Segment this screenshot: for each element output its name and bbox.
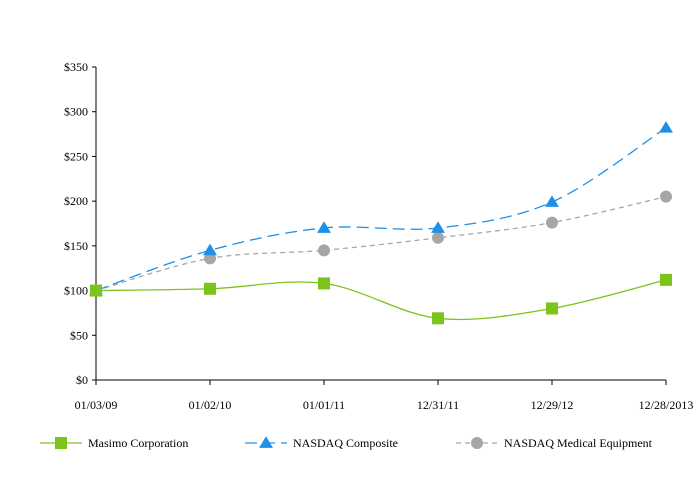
x-tick-label: 01/03/09 [75,398,118,412]
series-line [95,196,667,292]
data-point [432,231,444,244]
data-point [546,216,558,229]
y-tick-label: $100 [64,284,88,298]
data-point [432,312,444,325]
y-tick-label: $350 [64,60,88,74]
data-point [203,243,217,256]
data-point [318,244,330,257]
legend: Masimo Corporation NASDAQ Composite NASDAQ… [40,436,653,450]
legend-item: Masimo Corporation [40,436,188,450]
x-tick-label: 01/02/10 [189,398,232,412]
data-point [660,190,672,203]
axes [95,67,666,381]
legend-marker-triangle [259,436,273,448]
series-line [95,127,667,292]
legend-item: NASDAQ Composite [245,436,398,450]
data-point [431,221,445,233]
series-masimo-corporation [90,273,672,325]
y-axis-ticks: $0 $50 $100 $150 $200 $250 $300 $350 [64,60,96,387]
data-point [659,121,673,133]
y-tick-label: $0 [76,373,88,387]
y-tick-label: $250 [64,149,88,163]
x-tick-label: 12/29/12 [531,398,574,412]
data-point [204,252,216,265]
legend-label: NASDAQ Medical Equipment [504,436,653,450]
data-point [545,195,559,207]
x-axis-ticks: 01/03/09 01/02/10 01/01/11 12/31/11 12/29/12… [75,380,694,412]
y-tick-label: $150 [64,239,88,253]
x-tick-label: 01/01/11 [303,398,345,412]
legend-marker-circle [471,437,483,449]
legend-label: NASDAQ Composite [293,436,398,450]
data-point [546,302,558,315]
series-layer [89,121,673,325]
legend-label: Masimo Corporation [88,436,188,450]
x-tick-label: 12/28/2013 [639,398,694,412]
series-nasdaq-medical-equipment [90,190,672,297]
x-tick-label: 12/31/11 [417,398,459,412]
data-point [90,284,102,297]
legend-marker-square [55,437,67,449]
legend-item: NASDAQ Medical Equipment [456,436,653,450]
y-tick-label: $200 [64,194,88,208]
series-line [95,279,667,321]
series-nasdaq-composite [89,121,673,296]
data-point [204,282,216,295]
data-point [317,221,331,233]
y-tick-label: $50 [70,328,88,342]
data-point [660,273,672,286]
y-tick-label: $300 [64,105,88,119]
data-point [318,277,330,290]
